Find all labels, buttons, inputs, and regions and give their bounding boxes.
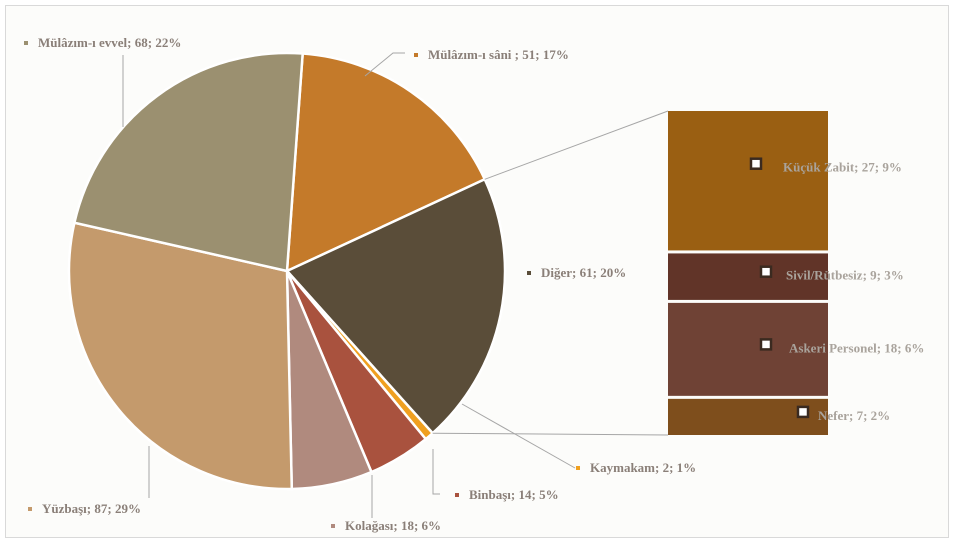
label-mulazim-i-sani: Mülâzım-ı sâni ; 51; 17% bbox=[428, 47, 569, 62]
label-yuzbasi: Yüzbaşı; 87; 29% bbox=[42, 501, 141, 516]
legend-dot-yuzbasi bbox=[28, 507, 32, 511]
marker-askeri-personel bbox=[759, 338, 773, 351]
marker-kucuk-zabit bbox=[749, 157, 763, 170]
label-askeri-personel: Askeri Personel; 18; 6% bbox=[789, 340, 924, 355]
leader-line-kaymakam bbox=[461, 403, 576, 469]
label-kucuk-zabit: Küçük Zabit; 27; 9% bbox=[783, 160, 902, 175]
legend-dot-kolagasi bbox=[331, 524, 335, 528]
label-nefer: Nefer; 7; 2% bbox=[818, 408, 890, 423]
legend-dot-mulazim-i-evvel bbox=[24, 41, 28, 45]
marker-sivil-rutbesiz bbox=[759, 265, 773, 278]
legend-dot-mulazim-i-sani bbox=[414, 53, 418, 57]
marker-nefer bbox=[796, 405, 810, 419]
bar-segment-kucuk-zabit bbox=[668, 111, 828, 251]
label-sivil-rutbesiz: Sivil/Rütbesiz; 9; 3% bbox=[786, 268, 904, 283]
bar-segment-askeri-personel bbox=[668, 302, 828, 396]
label-kaymakam: Kaymakam; 2; 1% bbox=[590, 460, 696, 475]
pie-slice-mulazim-i-sani bbox=[285, 52, 487, 274]
label-diger: Diğer; 61; 20% bbox=[541, 265, 626, 280]
bar-segment-sivil-rutbesiz bbox=[668, 253, 828, 300]
pie-slice-mulazim-i-evvel bbox=[72, 51, 305, 273]
legend-dot-diger bbox=[527, 271, 531, 275]
pie-slice-yuzbasi bbox=[67, 221, 294, 491]
connector-line-top bbox=[484, 110, 669, 180]
label-kolagasi: Kolağası; 18; 6% bbox=[345, 518, 441, 533]
label-binbasi: Binbaşı; 14; 5% bbox=[469, 487, 559, 502]
legend-dot-binbasi bbox=[455, 493, 459, 497]
leader-line-binbasi bbox=[432, 449, 440, 495]
leader-line-mulazim-i-sani bbox=[364, 52, 405, 77]
legend-dot-kaymakam bbox=[576, 466, 580, 470]
pie-slice-diger bbox=[284, 177, 507, 435]
label-mulazim-i-evvel: Mülâzım-ı evvel; 68; 22% bbox=[38, 35, 181, 50]
connector-line-bottom bbox=[432, 432, 669, 436]
